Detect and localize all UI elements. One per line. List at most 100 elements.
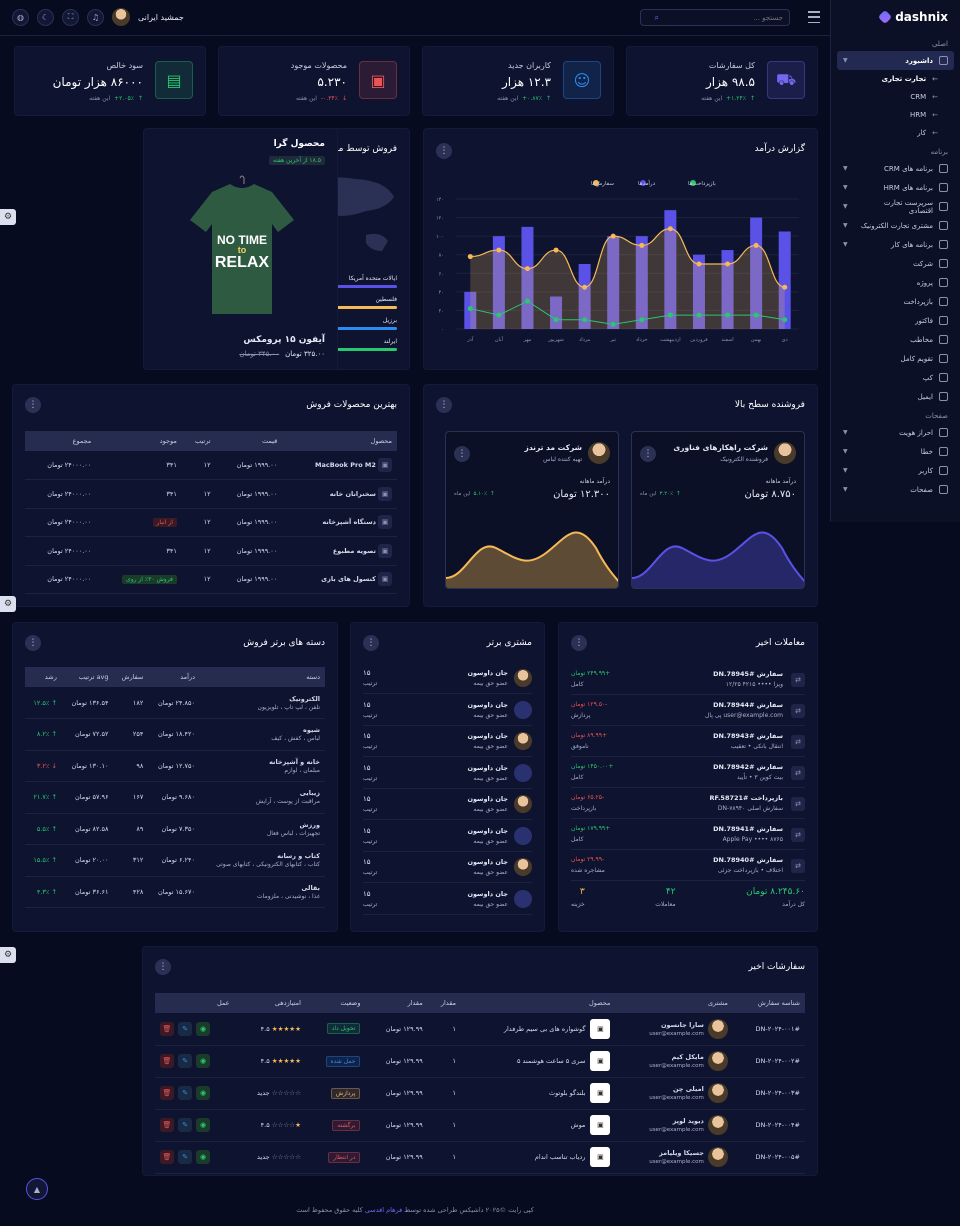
sidebar-sub-item[interactable]: ← HRM — [909, 111, 938, 119]
sidebar-sub-item[interactable]: ← کار — [917, 129, 938, 137]
settings-gear-icon[interactable]: ⚙ — [0, 596, 16, 612]
settings-gear-icon[interactable]: ⚙ — [0, 947, 16, 963]
sidebar-item-app[interactable]: پروژه — [831, 273, 960, 292]
search-input[interactable] — [663, 13, 783, 22]
edit-icon[interactable]: ✎ — [178, 1086, 192, 1100]
globe-icon[interactable]: ◍ — [12, 8, 29, 26]
delete-icon[interactable]: 🗑 — [160, 1086, 174, 1100]
more-icon[interactable]: ⋮ — [25, 635, 41, 651]
settings-gear-icon[interactable]: ⚙ — [0, 209, 16, 225]
sidebar-item-app[interactable]: شرکت — [831, 254, 960, 273]
sidebar-item-app[interactable]: ایمیل — [831, 387, 960, 406]
view-icon[interactable]: ◉ — [196, 1021, 210, 1036]
edit-icon[interactable]: ✎ — [178, 1054, 192, 1068]
author-link[interactable]: فرهام اقدسی — [364, 1206, 403, 1214]
table-row[interactable]: #DN-۲۰۲۴-۰۰۳ امیلی چن user@example.com ▣ بلن… — [155, 1077, 805, 1110]
edit-icon[interactable]: ✎ — [178, 1021, 192, 1036]
delete-icon[interactable]: 🗑 — [160, 1054, 174, 1068]
transaction-item[interactable]: ⇄ سفارش #DN.78945 ویزا •••• ۴۲۱۵ ۱۲/۲۵ +… — [571, 667, 805, 695]
more-icon[interactable]: ⋮ — [25, 397, 41, 413]
table-row[interactable]: ▣ سخنرانان خانه ۱۹۹۹.۰۰ تومان ۱۲ ۳۴۱ ۲۴۰۰۰.۰… — [25, 479, 397, 509]
arrow-up-icon: ↑ — [51, 824, 57, 833]
arrow-up-icon: ↑ — [51, 793, 57, 802]
sidebar-item-dashboard[interactable]: داشبورد ▼ — [837, 51, 954, 70]
sidebar-item-app[interactable]: برنامه های کار ▼ — [831, 235, 960, 254]
view-icon[interactable]: ◉ — [196, 1118, 210, 1132]
sidebar-item-app[interactable]: برنامه های HRM ▼ — [831, 178, 960, 197]
brand-logo[interactable]: dashnix — [831, 0, 960, 34]
sidebar-item-app[interactable]: کپ — [831, 368, 960, 387]
table-row[interactable]: #DN-۲۰۲۴-۰۰۱ سارا جانسون user@example.com ▣… — [155, 1013, 805, 1046]
more-icon[interactable]: ⋮ — [571, 635, 587, 651]
scroll-top-button[interactable]: ▲ — [26, 1178, 48, 1200]
table-row[interactable]: ▣ کنسول های بازی ۱۹۹۹.۰۰ تومان ۱۲ فروش ۳۰٪ … — [25, 565, 397, 594]
more-icon[interactable]: ⋮ — [363, 635, 379, 651]
view-icon[interactable]: ◉ — [196, 1150, 210, 1164]
table-row[interactable]: زیبایی مراقبت از پوست ، آرایش ۹.۶۸۰ تومان ۱… — [25, 781, 325, 814]
transaction-item[interactable]: ⇄ سفارش #DN.78941 Apple Pay •••• ۸۷۶۵ +۱… — [571, 822, 805, 850]
sidebar-item-page[interactable]: صفحات ▼ — [831, 480, 960, 499]
sidebar-item-app[interactable]: برنامه های CRM ▼ — [831, 159, 960, 178]
customer-item[interactable]: جان داوسون عضو حق بیمه ۱۵ ترتیب — [363, 760, 532, 789]
menu-icon[interactable] — [808, 11, 820, 23]
customer-item[interactable]: جان داوسون عضو حق بیمه ۱۵ ترتیب — [363, 728, 532, 757]
sidebar-item-page[interactable]: احراز هویت ▼ — [831, 423, 960, 442]
table-row[interactable]: کتاب و رسانه کتاب ، کتابهای الکترونیکی ، … — [25, 844, 325, 877]
transaction-item[interactable]: ⇄ سفارش #DN.78944 user@example.com پی پا… — [571, 698, 805, 726]
moon-icon[interactable]: ☾ — [37, 8, 54, 26]
table-row[interactable]: #DN-۲۰۲۴-۰۰۵ جسیکا ویلیامز user@example.co… — [155, 1141, 805, 1174]
sidebar-item-app[interactable]: سرپرست تجارت اقتصادی ▼ — [831, 197, 960, 216]
table-row[interactable]: الکترونیک تلفن ، لپ تاپ ، تلویزیون ۲۴.۸۵۰ … — [25, 687, 325, 719]
sidebar-sub-item[interactable]: ← تجارت تجاری — [881, 75, 938, 83]
bell-icon[interactable]: ♫ — [87, 8, 104, 26]
table-row[interactable]: خانه و آشپزخانه مبلمان ، لوازم ۱۲.۷۵۰ توما… — [25, 750, 325, 782]
more-icon[interactable]: ⋮ — [640, 446, 656, 462]
more-icon[interactable]: ⋮ — [454, 446, 470, 462]
transaction-item[interactable]: ⇄ سفارش #DN.78942 بیت کوین ۳ • تأیید +۱۴… — [571, 760, 805, 788]
username[interactable]: جمشید ایرانی — [138, 12, 184, 22]
table-row[interactable]: ▣ دستگاه آشپزخانه ۱۹۹۹.۰۰ تومان ۱۲ از انبار… — [25, 508, 397, 537]
transaction-item[interactable]: ⇄ سفارش #DN.78940 اختلاف • بازپرداخت جزئ… — [571, 853, 805, 881]
sidebar-item-app[interactable]: فاکتور — [831, 311, 960, 330]
view-icon[interactable]: ◉ — [196, 1086, 210, 1100]
customer-item[interactable]: جان داوسون عضو حق بیمه ۱۵ ترتیب — [363, 823, 532, 852]
star-icon: ☆ — [295, 1153, 301, 1161]
edit-icon[interactable]: ✎ — [178, 1118, 192, 1132]
sidebar-item-app[interactable]: بازپرداخت — [831, 292, 960, 311]
view-icon[interactable]: ◉ — [196, 1054, 210, 1068]
customer-item[interactable]: جان داوسون عضو حق بیمه ۱۵ ترتیب — [363, 791, 532, 820]
more-icon[interactable]: ⋮ — [436, 397, 452, 413]
search-box[interactable]: ⌕ — [640, 9, 790, 26]
table-row[interactable]: شیوه لباس ، کفش ، کیف ۱۸.۴۲۰ تومان ۲۵۴ ۷۲.۵۲… — [25, 718, 325, 751]
transaction-item[interactable]: ⇄ سفارش #DN.78943 انتقال بانکی • تعقیب +… — [571, 729, 805, 757]
edit-icon[interactable]: ✎ — [178, 1150, 192, 1164]
table-row[interactable]: ▣ تصویه مطبوع ۱۹۹۹.۰۰ تومان ۱۲ ۳۴۱ ۲۴۰۰۰.۰۰ … — [25, 536, 397, 566]
sidebar-item-page[interactable]: خطا ▼ — [831, 442, 960, 461]
star-icon: ☆ — [271, 1153, 278, 1161]
table-row[interactable]: ▣ MacBook Pro M2 ۱۹۹۹.۰۰ تومان ۱۲ ۳۴۱ ۲۴۰۰۰.… — [25, 451, 397, 480]
customer-item[interactable]: جان داوسون عضو حق بیمه ۱۵ ترتیب — [363, 854, 532, 883]
delete-icon[interactable]: 🗑 — [160, 1021, 174, 1036]
table-row[interactable]: بقالی غذا ، نوشیدنی ، ملزومات ۱۵.۶۷۰ تومان… — [25, 876, 325, 908]
transaction-icon: ⇄ — [791, 704, 805, 718]
delete-icon[interactable]: 🗑 — [160, 1118, 174, 1132]
table-row[interactable]: #DN-۲۰۲۴-۰۰۴ دیوید لوپز user@example.com ▣ م… — [155, 1109, 805, 1142]
fullscreen-icon[interactable]: ⛶ — [62, 8, 79, 26]
sidebar-item-page[interactable]: کاربر ▼ — [831, 461, 960, 480]
avatar — [588, 442, 610, 464]
more-icon[interactable]: ⋮ — [155, 959, 171, 975]
more-icon[interactable]: ⋮ — [436, 143, 452, 159]
avatar[interactable] — [112, 8, 130, 26]
sidebar-item-app[interactable]: مخاطب — [831, 330, 960, 349]
tx-title: معاملات اخیر — [755, 638, 805, 648]
table-row[interactable]: ورزش تجهیزات ، لباس فعال ۷.۳۵۰ تومان ۸۹ ۸۲.۵… — [25, 813, 325, 845]
customer-item[interactable]: جان داوسون عضو حق بیمه ۱۵ ترتیب — [363, 665, 532, 694]
sidebar-item-app[interactable]: تقویم کامل — [831, 349, 960, 368]
transaction-item[interactable]: ⇄ بازپرداخت #RF.58721 سفارش اصلی DN-۷۸۹۴… — [571, 791, 805, 819]
delete-icon[interactable]: 🗑 — [160, 1150, 174, 1164]
customer-item[interactable]: جان داوسون عضو حق بیمه ۱۵ ترتیب — [363, 697, 532, 726]
sidebar-item-app[interactable]: مشتری تجارت الکترونیک ▼ — [831, 216, 960, 235]
table-row[interactable]: #DN-۲۰۲۴-۰۰۲ مایکل کیم user@example.com ▣ سر… — [155, 1045, 805, 1078]
sidebar-sub-item[interactable]: ← CRM — [910, 93, 938, 101]
customer-item[interactable]: جان داوسون عضو حق بیمه ۱۵ ترتیب — [363, 886, 532, 915]
